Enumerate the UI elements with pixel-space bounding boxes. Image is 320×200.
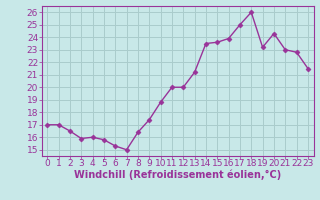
X-axis label: Windchill (Refroidissement éolien,°C): Windchill (Refroidissement éolien,°C) [74,170,281,180]
